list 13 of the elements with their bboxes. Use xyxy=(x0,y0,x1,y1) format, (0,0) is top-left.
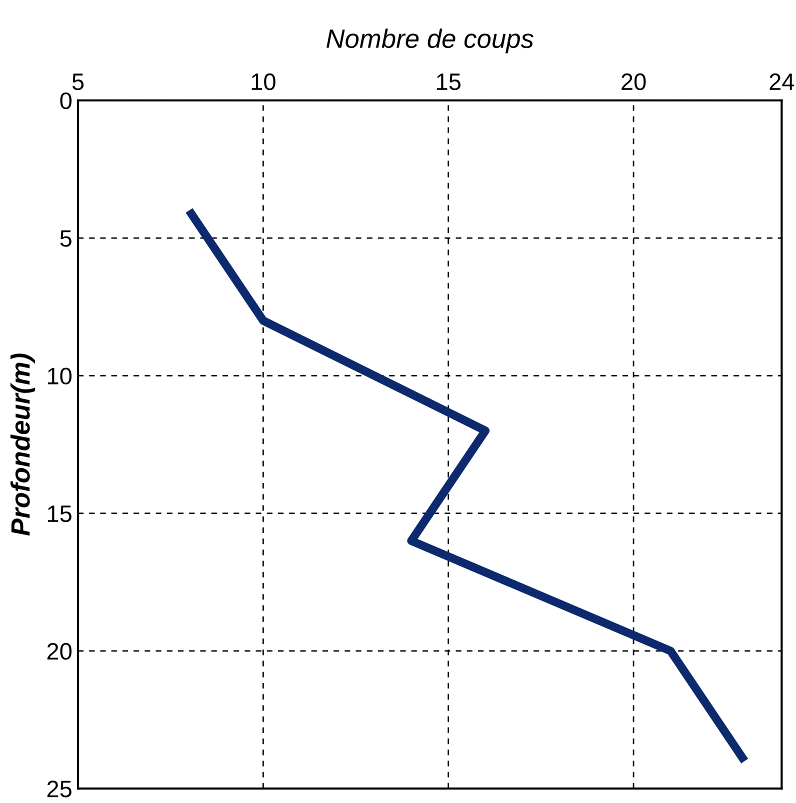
y-tick-label: 10 xyxy=(48,368,72,384)
y-axis-title: Profondeur(m) xyxy=(10,354,36,536)
y-tick-label: 25 xyxy=(47,780,72,798)
x-tick-label: 10 xyxy=(252,73,276,90)
x-tick-label: 15 xyxy=(437,74,460,90)
x-axis-title: Nombre de coups xyxy=(326,28,534,54)
x-tick-label: 24 xyxy=(770,73,794,90)
x-tick-label: 5 xyxy=(72,74,84,90)
y-tick-label: 5 xyxy=(60,230,72,247)
y-tick-label: 15 xyxy=(48,506,72,522)
y-tick-label: 20 xyxy=(47,642,72,660)
y-tick-label: 0 xyxy=(60,92,72,110)
x-tick-label: 20 xyxy=(622,73,646,90)
